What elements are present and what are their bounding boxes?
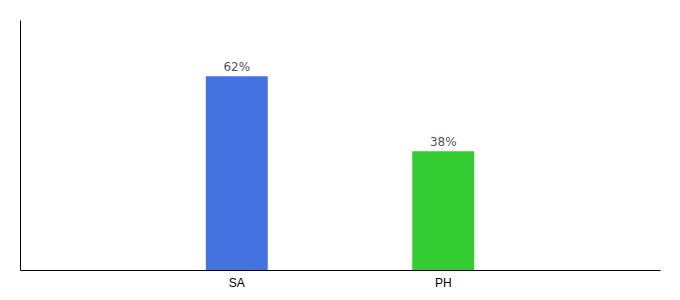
data-labels: 62% 38% (223, 60, 456, 149)
x-axis: SA PH (21, 271, 661, 290)
plot: SA PH 62% 38% (21, 21, 661, 290)
bars (206, 76, 474, 270)
x-tick: SA (229, 276, 245, 290)
data-label: 38% (430, 135, 457, 149)
bar (412, 151, 474, 270)
data-label: 62% (223, 60, 250, 74)
x-axis-line (21, 270, 661, 271)
x-tick-label: SA (229, 276, 245, 290)
x-tick: PH (435, 276, 452, 290)
chart: SA PH 62% 38% (0, 0, 680, 300)
y-axis-line (20, 21, 21, 271)
bar (206, 76, 268, 270)
y-axis (20, 21, 21, 271)
x-tick-label: PH (435, 276, 452, 290)
